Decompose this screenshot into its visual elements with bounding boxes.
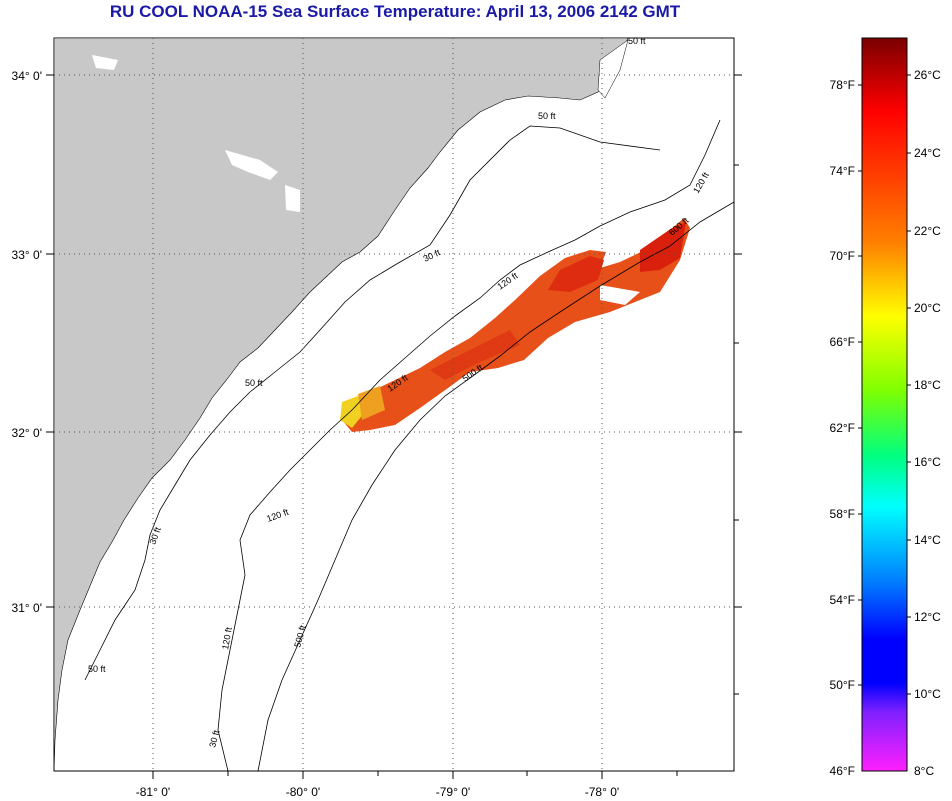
contour-label: 50 ft — [245, 378, 263, 388]
lon-label-81: -81° 0' — [136, 785, 170, 799]
lake — [285, 185, 300, 212]
contour-label: 50 ft — [88, 664, 106, 674]
contour-30ft — [84, 125, 661, 681]
lake — [225, 150, 278, 180]
colorbar-gradient — [861, 37, 908, 772]
colorbar-f-label: 50°F — [830, 678, 855, 692]
colorbar-c-label: 22°C — [914, 224, 941, 238]
lat-label-34: 34° 0' — [12, 69, 42, 83]
sst-warm-core — [548, 256, 604, 292]
sst-cool-edge — [340, 396, 365, 428]
colorbar-c-label: 14°C — [914, 533, 941, 547]
colorbar-f-label: 54°F — [830, 593, 855, 607]
colorbar-f-label: 70°F — [830, 249, 855, 263]
contour-label: 50 ft — [538, 111, 556, 121]
colorbar-c-label: 16°C — [914, 455, 941, 469]
colorbar-f-label: 78°F — [830, 78, 855, 92]
contour-label: 120 ft — [220, 626, 234, 650]
graticule — [54, 38, 734, 771]
colorbar-c-label: 20°C — [914, 301, 941, 315]
lat-label-32: 32° 0' — [12, 426, 42, 440]
colorbar-f-label: 66°F — [830, 335, 855, 349]
sst-gap — [600, 285, 640, 305]
lon-label-80: -80° 0' — [286, 785, 320, 799]
sst-cool-edge — [358, 386, 385, 420]
colorbar-c-label: 12°C — [914, 610, 941, 624]
lat-label-31: 31° 0' — [12, 601, 42, 615]
contour-label: 50 ft — [628, 36, 646, 46]
lake — [92, 55, 118, 70]
colorbar-f-label: 46°F — [830, 764, 855, 778]
lake — [60, 706, 72, 718]
sst-swath — [342, 218, 690, 432]
colorbar-c-label: 26°C — [914, 68, 941, 82]
sound — [597, 39, 629, 99]
colorbar-c-label: 10°C — [914, 687, 941, 701]
colorbar-f-label: 74°F — [830, 164, 855, 178]
map-title: RU COOL NOAA-15 Sea Surface Temperature:… — [109, 2, 681, 21]
colorbar-c-label: 18°C — [914, 378, 941, 392]
contour-label: 30 ft — [207, 729, 221, 749]
frame-ticks — [46, 74, 742, 779]
sst-warm-core — [640, 222, 686, 272]
colorbar-f-label: 62°F — [830, 421, 855, 435]
colorbar-c-label: 24°C — [914, 146, 941, 160]
lat-label-33: 33° 0' — [12, 248, 42, 262]
land-area — [53, 37, 629, 772]
lon-label-78: -78° 0' — [585, 785, 619, 799]
colorbar-f-label: 58°F — [830, 507, 855, 521]
sst-warm-core — [430, 330, 520, 380]
colorbar-ticks — [858, 74, 911, 695]
colorbar-c-label: 8°C — [914, 764, 934, 778]
contour-120ft — [217, 119, 721, 772]
lon-label-79: -79° 0' — [436, 785, 470, 799]
